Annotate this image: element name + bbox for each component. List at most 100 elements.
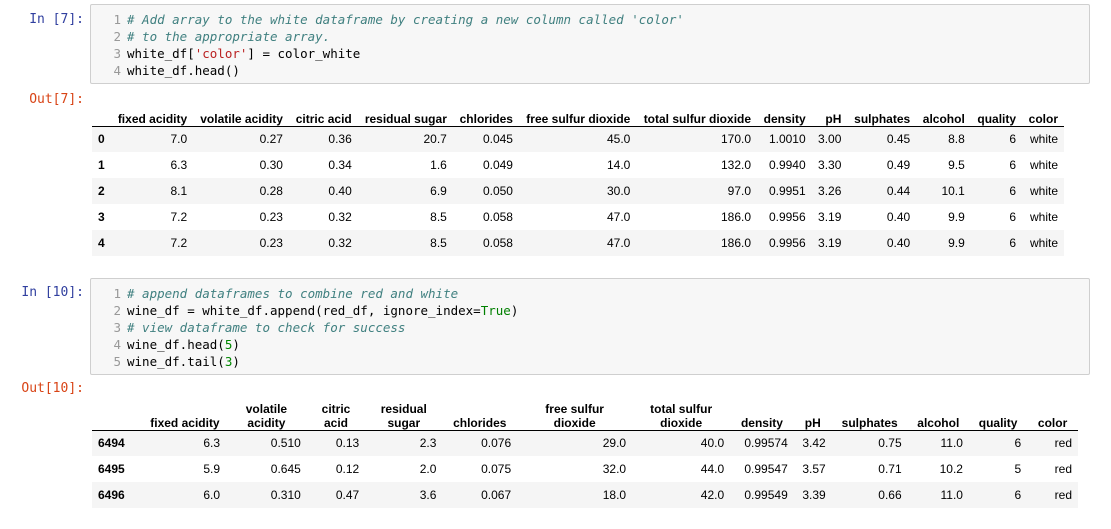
table-cell: 3.39 bbox=[802, 488, 826, 502]
table-cell: 8.1 bbox=[170, 184, 188, 198]
table-cell: 0.49 bbox=[886, 158, 911, 172]
table-cell: 6.0 bbox=[203, 488, 221, 502]
table-cell: 6.3 bbox=[203, 436, 221, 451]
table-cell: 40.0 bbox=[700, 436, 725, 451]
dataframe-table: fixed acidity volatile acidity citric acid… bbox=[92, 396, 1078, 508]
table-cell: 47.0 bbox=[606, 210, 631, 224]
table-cell: 0.310 bbox=[270, 488, 301, 502]
table-cell: 6 bbox=[1009, 184, 1017, 198]
table-cell: 0.71 bbox=[878, 462, 902, 476]
table-cell: 3.19 bbox=[818, 236, 842, 250]
table-cell: 0.050 bbox=[482, 184, 513, 198]
table-cell: 0.30 bbox=[259, 158, 283, 172]
table-row: 0 7.0 0.27 0.36 20.7 0.045 45.0 170.0 1.0010 3.00… bbox=[92, 126, 1064, 152]
table-cell: 9.9 bbox=[948, 236, 965, 250]
table-cell: 3.19 bbox=[818, 210, 842, 224]
column-header: volatile acidity bbox=[193, 106, 289, 127]
line-number: 2 bbox=[113, 303, 121, 318]
table-cell: 97.0 bbox=[727, 184, 752, 198]
column-header: quality bbox=[968, 396, 1028, 431]
column-header: citric acid bbox=[306, 396, 366, 431]
table-cell: 11.0 bbox=[940, 488, 963, 502]
table-cell: red bbox=[1054, 436, 1072, 451]
table-cell: 0.44 bbox=[886, 184, 911, 198]
table-cell: 0.66 bbox=[878, 488, 902, 502]
table-cell: 32.0 bbox=[602, 462, 627, 476]
table-cell: 0.049 bbox=[482, 158, 513, 172]
table-row: 6496 6.0 0.310 0.47 3.6 0.067 18.0 42.0 0.99549 3… bbox=[92, 482, 1078, 508]
table-cell: 3.26 bbox=[818, 184, 842, 198]
column-header: pH bbox=[811, 106, 848, 127]
table-row: 4 7.2 0.23 0.32 8.5 0.058 47.0 186.0 0.9956 3.19 0… bbox=[92, 230, 1064, 256]
code-token: white_df.head() bbox=[127, 63, 240, 78]
code-token: ) bbox=[510, 303, 519, 318]
table-cell: 0.076 bbox=[481, 436, 512, 451]
table-row: 6494 6.3 0.510 0.13 2.3 0.076 29.0 40.0 0.99574 3… bbox=[92, 430, 1078, 456]
table-cell: 6.3 bbox=[170, 158, 188, 172]
table-cell: 0.645 bbox=[270, 462, 301, 476]
table-cell: 0.75 bbox=[878, 436, 902, 451]
table-cell: 0.99549 bbox=[744, 488, 788, 502]
table-cell: white bbox=[1029, 210, 1058, 224]
column-header: alcohol bbox=[916, 106, 971, 127]
table-cell: 7.2 bbox=[170, 236, 188, 250]
code-line: 1 # Add array to the white dataframe by c… bbox=[91, 11, 1089, 28]
output-prompt: Out[10]: bbox=[21, 381, 84, 396]
table-cell: 0.40 bbox=[886, 236, 911, 250]
row-index: 0 bbox=[98, 132, 105, 147]
code-line: 3 white_df['color'] = color_white bbox=[91, 45, 1089, 62]
column-header: citric acid bbox=[288, 106, 358, 127]
line-number: 1 bbox=[113, 286, 121, 301]
table-cell: 0.23 bbox=[259, 236, 283, 250]
column-header: density bbox=[757, 106, 812, 127]
row-index: 2 bbox=[98, 184, 105, 198]
column-header: total sulfur dioxide bbox=[632, 396, 731, 431]
code-line: 4 white_df.head() bbox=[91, 62, 1089, 79]
code-token: 5 bbox=[224, 337, 233, 352]
table-cell: 2.3 bbox=[419, 436, 437, 451]
column-header: chlorides bbox=[452, 106, 519, 127]
code-token: ) bbox=[232, 354, 240, 369]
column-header: volatile acidity bbox=[226, 396, 307, 431]
code-token: ] = color_white bbox=[247, 46, 361, 61]
table-cell: white bbox=[1029, 132, 1058, 147]
line-number: 2 bbox=[113, 29, 121, 44]
code-cell-editor[interactable]: 1 # append dataframes to combine red and … bbox=[90, 278, 1090, 375]
table-row: 3 7.2 0.23 0.32 8.5 0.058 47.0 186.0 0.9956 3.19 0… bbox=[92, 204, 1064, 230]
table-cell: 0.99547 bbox=[744, 462, 788, 476]
column-header: density bbox=[730, 396, 794, 431]
table-cell: 0.40 bbox=[328, 184, 352, 198]
column-header: chlorides bbox=[442, 396, 518, 431]
table-cell: 6 bbox=[1014, 488, 1022, 502]
table-cell: 0.47 bbox=[335, 488, 360, 502]
code-token: ) bbox=[232, 337, 240, 352]
line-number: 4 bbox=[113, 63, 121, 78]
table-cell: 8.8 bbox=[948, 132, 965, 147]
table-cell: 186.0 bbox=[721, 236, 752, 250]
column-header bbox=[92, 396, 144, 431]
column-header: alcohol bbox=[907, 396, 969, 431]
row-index: 6494 bbox=[98, 436, 125, 451]
code-line: 1 # append dataframes to combine red and … bbox=[91, 285, 1089, 302]
row-index: 6496 bbox=[98, 488, 125, 502]
table-cell: 18.0 bbox=[602, 488, 627, 502]
table-cell: 14.0 bbox=[606, 158, 631, 172]
table-cell: 6 bbox=[1014, 436, 1022, 451]
table-cell: 0.13 bbox=[335, 436, 360, 451]
table-cell: red bbox=[1054, 462, 1072, 476]
code-token: True bbox=[480, 303, 511, 318]
table-cell: 0.075 bbox=[481, 462, 512, 476]
table-cell: 0.32 bbox=[328, 236, 352, 250]
code-token: 'color' bbox=[194, 46, 248, 61]
table-cell: 0.32 bbox=[328, 210, 352, 224]
column-header: residual sugar bbox=[357, 106, 453, 127]
code-token: white_df[ bbox=[127, 46, 195, 61]
line-number: 4 bbox=[113, 337, 121, 352]
table-cell: 0.45 bbox=[886, 132, 911, 147]
code-cell-editor[interactable]: 1 # Add array to the white dataframe by c… bbox=[90, 4, 1090, 84]
table-cell: 3.57 bbox=[802, 462, 826, 476]
table-cell: 47.0 bbox=[606, 236, 631, 250]
table-cell: 11.0 bbox=[940, 436, 963, 451]
column-header: quality bbox=[970, 106, 1023, 127]
table-cell: 0.9956 bbox=[768, 236, 806, 250]
